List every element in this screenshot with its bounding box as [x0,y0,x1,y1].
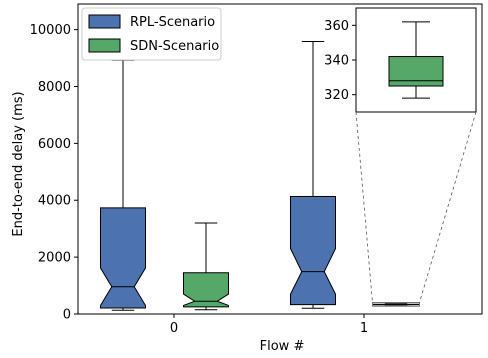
legend-label: SDN-Scenario [130,39,219,54]
y-tick-label: 8000 [38,80,71,95]
inset-y-tick-label: 320 [324,88,349,103]
box-sdn-scenario-flow-0 [183,222,229,311]
y-tick-label: 6000 [38,137,71,152]
plot-frame [77,3,483,315]
x-axis-label: Flow # [260,339,305,354]
legend-label: RPL-Scenario [130,15,215,30]
inset-plot: 320 340 360 [324,7,477,307]
inset-y-tick-label: 360 [324,19,349,34]
y-tick-label: 10000 [30,23,71,38]
box-body [183,272,229,308]
main-plot-area: 0 2000 4000 6000 8000 10000 0 1 [30,3,483,336]
x-tick-label: 1 [360,321,368,336]
y-axis-label: End-to-end delay (ms) [11,91,26,236]
inset-box [388,21,444,99]
box-rpl-scenario-flow-0 [100,59,146,311]
y-tick-label: 4000 [38,194,71,209]
legend: RPL-Scenario SDN-Scenario [81,7,222,61]
box-body [100,207,146,309]
box-rpl-scenario-flow-1 [290,41,336,309]
inset-box-body [388,56,444,87]
legend-swatch [88,38,121,53]
y-tick-label: 2000 [38,251,71,266]
zoom-region [372,302,420,307]
y-tick-label: 0 [63,308,71,323]
zoom-connector-right [419,111,477,303]
x-tick-label: 0 [170,321,178,336]
zoom-connector-left [355,111,373,303]
inset-y-tick-label: 340 [324,54,349,69]
box-sdn-scenario-flow-1 [373,303,419,306]
box-body [290,196,336,306]
legend-swatch [88,14,121,29]
